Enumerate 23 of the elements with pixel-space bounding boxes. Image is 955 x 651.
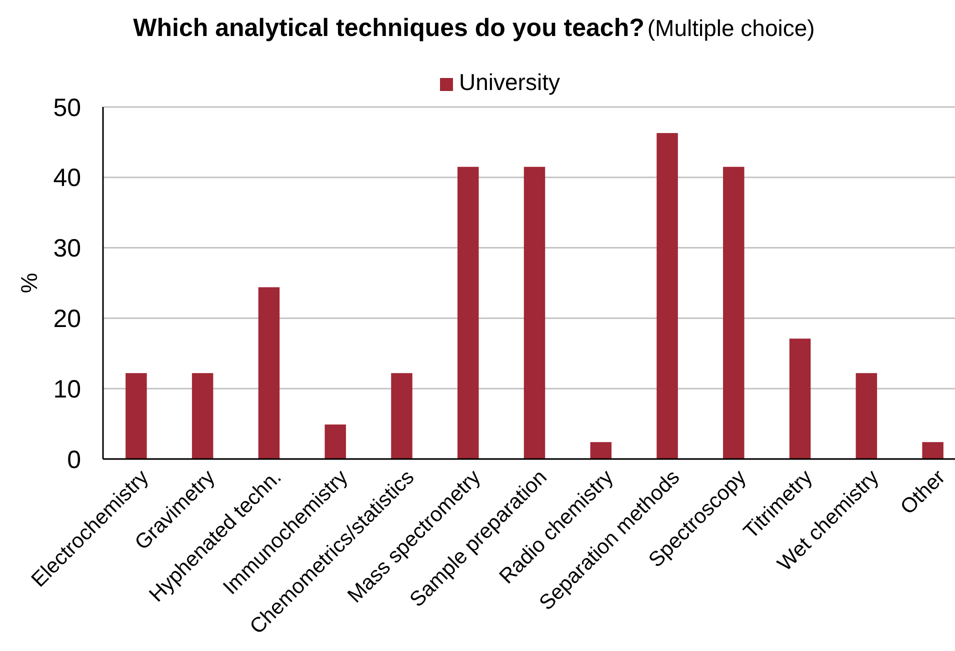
chart-subtitle: (Multiple choice) — [647, 15, 815, 41]
legend-label: University — [459, 69, 560, 95]
bar — [126, 373, 147, 459]
bar — [457, 166, 479, 459]
bar — [258, 287, 280, 459]
y-tick-label: 20 — [53, 304, 81, 333]
bar — [723, 166, 744, 459]
bar — [856, 373, 878, 459]
bar — [192, 373, 214, 459]
y-tick-label: 30 — [53, 234, 81, 263]
bar — [590, 442, 612, 459]
bar — [922, 442, 944, 459]
y-tick-label: 10 — [53, 375, 81, 404]
bar — [789, 338, 811, 459]
chart-title: Which analytical techniques do you teach? — [133, 14, 644, 42]
bar — [324, 424, 346, 459]
y-tick-label: 40 — [53, 164, 81, 192]
bar — [524, 166, 546, 459]
y-tick-label: 0 — [67, 446, 81, 474]
y-tick-label: 50 — [53, 94, 81, 122]
bar — [391, 373, 412, 459]
y-axis-title: % — [16, 272, 42, 294]
bar — [656, 133, 678, 459]
